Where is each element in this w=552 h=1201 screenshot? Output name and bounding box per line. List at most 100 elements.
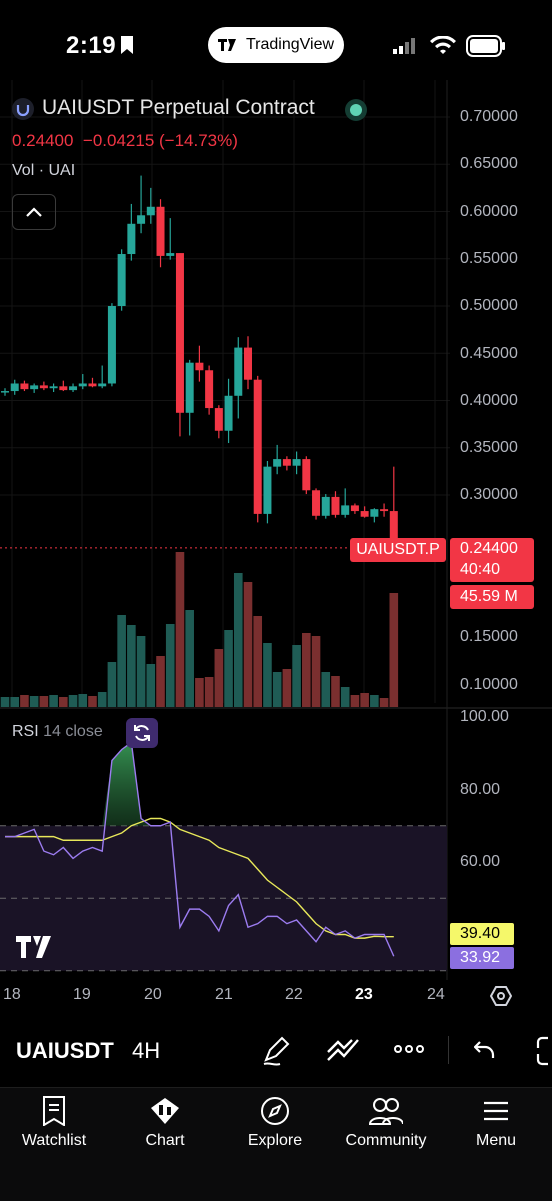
draw-tool-icon[interactable] — [262, 1034, 294, 1066]
candle-body — [273, 459, 282, 467]
volume-bar — [117, 615, 126, 707]
time-tick: 20 — [144, 986, 162, 1003]
candle-body — [224, 395, 233, 431]
menu-icon — [484, 1101, 508, 1121]
volume-bar — [10, 697, 20, 707]
candle-body — [1, 391, 9, 393]
volume-bar — [253, 616, 263, 707]
volume-bar — [272, 672, 282, 707]
bottom-navigation: Watchlist Chart Explore Community Menu — [0, 1087, 552, 1201]
candle-body — [321, 496, 330, 516]
toolbar-symbol[interactable]: UAIUSDT — [16, 1038, 114, 1063]
price-tick: 0.70000 — [460, 108, 518, 125]
nav-explore[interactable]: Explore — [225, 1096, 325, 1150]
rsi-value-tag: 33.92 — [450, 947, 514, 969]
volume-indicator-label[interactable]: Vol · UAI — [12, 162, 76, 179]
volume-bar — [350, 695, 360, 707]
candle-body — [78, 383, 87, 387]
fullscreen-icon[interactable] — [536, 1036, 552, 1066]
candle-body — [107, 306, 116, 384]
price-tick: 0.55000 — [460, 250, 518, 267]
rsi-tick: 100.00 — [460, 708, 509, 725]
volume-bar — [379, 698, 389, 707]
toolbar-interval[interactable]: 4H — [132, 1038, 161, 1063]
candle-body — [49, 386, 58, 389]
volume-bar — [360, 693, 369, 707]
last-price-tag-value: 0.24400 — [460, 540, 518, 557]
candle-body — [195, 362, 204, 371]
volume-bar — [224, 630, 233, 707]
price-tick: 0.50000 — [460, 297, 518, 314]
time-tick-current: 23 — [355, 986, 373, 1003]
more-icon[interactable] — [394, 1044, 424, 1054]
price-change: −0.04215 (−14.73%) — [82, 131, 238, 150]
collapse-button[interactable] — [12, 194, 56, 230]
refresh-icon — [134, 725, 150, 741]
time-tick: 18 — [3, 986, 21, 1003]
candle-body — [30, 385, 39, 390]
bookmark-icon — [121, 36, 133, 54]
symbol-title[interactable]: UAIUSDT Perpetual Contract — [42, 96, 315, 119]
volume-bar — [127, 625, 136, 707]
tradingview-pill[interactable]: TradingView — [208, 27, 344, 63]
candle-body — [137, 215, 146, 224]
volume-bar — [243, 582, 253, 707]
nav-label: Watchlist — [21, 1132, 87, 1149]
candle-body — [370, 509, 379, 517]
tradingview-logo-icon — [217, 39, 236, 51]
rsi-ma-value-tag: 39.40 — [450, 923, 514, 945]
volume-bar — [136, 636, 146, 707]
nav-watchlist[interactable]: Watchlist — [4, 1096, 104, 1150]
volume-bar — [146, 664, 156, 707]
candle-body — [146, 206, 155, 216]
candle-body — [331, 496, 340, 515]
candle-body — [341, 505, 350, 515]
rsi-indicator-label[interactable]: RSI 14 close — [12, 723, 103, 741]
price-chart[interactable] — [0, 80, 552, 1015]
volume-bar — [97, 692, 107, 707]
last-price-tag: 0.24400 40:40 — [450, 538, 534, 582]
price-tick: 0.15000 — [460, 628, 518, 645]
undo-icon[interactable] — [474, 1038, 496, 1060]
candle-body — [292, 459, 301, 466]
rsi-tick: 80.00 — [460, 781, 501, 798]
indicators-icon[interactable] — [326, 1036, 360, 1064]
volume-bar — [20, 695, 29, 707]
time-tick: 19 — [73, 986, 91, 1003]
candle-body — [127, 223, 136, 255]
volume-bar — [156, 656, 165, 707]
rsi-name: RSI — [12, 723, 39, 740]
signal-icon — [393, 38, 415, 54]
candle-body — [39, 385, 48, 389]
nav-label: Community — [345, 1132, 427, 1149]
nav-community[interactable]: Community — [336, 1096, 436, 1150]
nav-menu[interactable]: Menu — [446, 1096, 546, 1150]
candle-body — [234, 347, 243, 396]
rsi-tick: 60.00 — [460, 853, 501, 870]
market-status-icon[interactable] — [342, 98, 370, 122]
volume-bar — [185, 610, 194, 707]
toolbar-divider — [448, 1036, 449, 1064]
candle-body — [312, 490, 321, 516]
candle-countdown: 40:40 — [460, 561, 501, 578]
candle-body — [214, 408, 223, 431]
wifi-icon — [430, 36, 456, 54]
volume-bar — [311, 636, 321, 707]
rsi-line — [5, 741, 395, 957]
volume-bar — [175, 552, 185, 707]
candle-body — [360, 511, 369, 517]
candle-body — [10, 383, 19, 392]
time-tick: 21 — [215, 986, 233, 1003]
volume-bar — [331, 676, 340, 707]
candle-body — [380, 509, 389, 512]
chart-icon — [151, 1098, 179, 1124]
last-price: 0.24400 — [12, 131, 74, 150]
nav-chart[interactable]: Chart — [115, 1096, 215, 1150]
nav-label: Chart — [145, 1132, 185, 1149]
chart-settings-icon[interactable] — [490, 985, 512, 1007]
price-tick: 0.60000 — [460, 203, 518, 220]
rsi-settings-button[interactable] — [126, 718, 158, 748]
volume-bars — [0, 552, 399, 707]
tradingview-watermark-icon — [16, 936, 51, 958]
volume-bar — [0, 697, 10, 707]
